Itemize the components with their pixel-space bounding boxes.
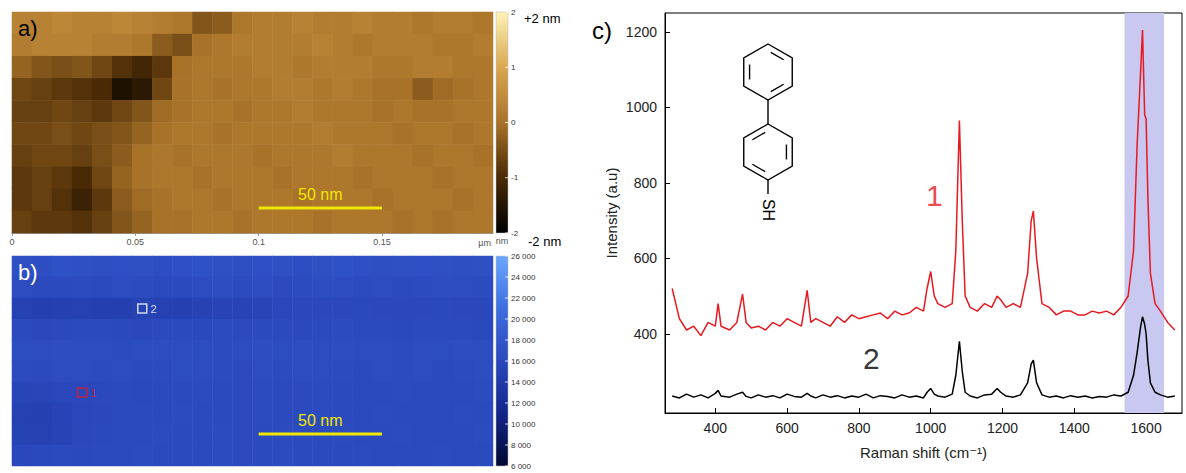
svg-text:8 000: 8 000: [511, 441, 532, 450]
svg-text:0.15: 0.15: [373, 237, 391, 247]
svg-text:Intensity (a.u): Intensity (a.u): [603, 168, 620, 259]
svg-text:1: 1: [511, 63, 516, 72]
svg-text:1: 1: [90, 387, 96, 399]
svg-text:1200: 1200: [626, 24, 657, 40]
svg-text:600: 600: [634, 250, 658, 266]
svg-text:1000: 1000: [915, 420, 946, 436]
svg-text:50 nm: 50 nm: [298, 412, 342, 429]
svg-text:Raman shift (cm⁻¹): Raman shift (cm⁻¹): [860, 444, 987, 461]
svg-text:nm: nm: [496, 236, 509, 246]
svg-text:1: 1: [926, 179, 943, 212]
svg-text:26 000: 26 000: [511, 252, 536, 261]
svg-text:14 000: 14 000: [511, 378, 536, 387]
svg-text:0.1: 0.1: [252, 237, 265, 247]
svg-text:0: 0: [9, 237, 14, 247]
svg-text:1400: 1400: [1059, 420, 1090, 436]
svg-text:0: 0: [511, 118, 516, 127]
svg-text:2: 2: [151, 303, 157, 315]
svg-text:1000: 1000: [626, 99, 657, 115]
svg-text:6 000: 6 000: [511, 462, 532, 471]
svg-text:400: 400: [704, 420, 728, 436]
svg-text:12 000: 12 000: [511, 399, 536, 408]
svg-text:-2 nm: -2 nm: [528, 234, 561, 249]
svg-text:22 000: 22 000: [511, 294, 536, 303]
svg-text:18 000: 18 000: [511, 336, 536, 345]
svg-text:20 000: 20 000: [511, 315, 536, 324]
svg-text:b): b): [18, 260, 38, 285]
svg-text:16 000: 16 000: [511, 357, 536, 366]
svg-text:2: 2: [511, 8, 516, 17]
svg-text:0.05: 0.05: [127, 237, 145, 247]
svg-text:1200: 1200: [987, 420, 1018, 436]
svg-text:400: 400: [634, 326, 658, 342]
svg-text:800: 800: [847, 420, 871, 436]
svg-text:a): a): [18, 16, 38, 41]
svg-text:50 nm: 50 nm: [298, 186, 342, 203]
svg-text:1600: 1600: [1131, 420, 1162, 436]
svg-text:SH: SH: [760, 199, 777, 221]
svg-text:2: 2: [863, 342, 880, 375]
svg-text:+2 nm: +2 nm: [524, 11, 561, 26]
svg-text:24 000: 24 000: [511, 273, 536, 282]
svg-text:10 000: 10 000: [511, 420, 536, 429]
svg-text:c): c): [592, 17, 612, 44]
svg-text:800: 800: [634, 175, 658, 191]
svg-text:-1: -1: [511, 173, 519, 182]
svg-text:600: 600: [775, 420, 799, 436]
svg-text:µm: µm: [478, 238, 491, 248]
svg-text:-2: -2: [511, 229, 519, 238]
